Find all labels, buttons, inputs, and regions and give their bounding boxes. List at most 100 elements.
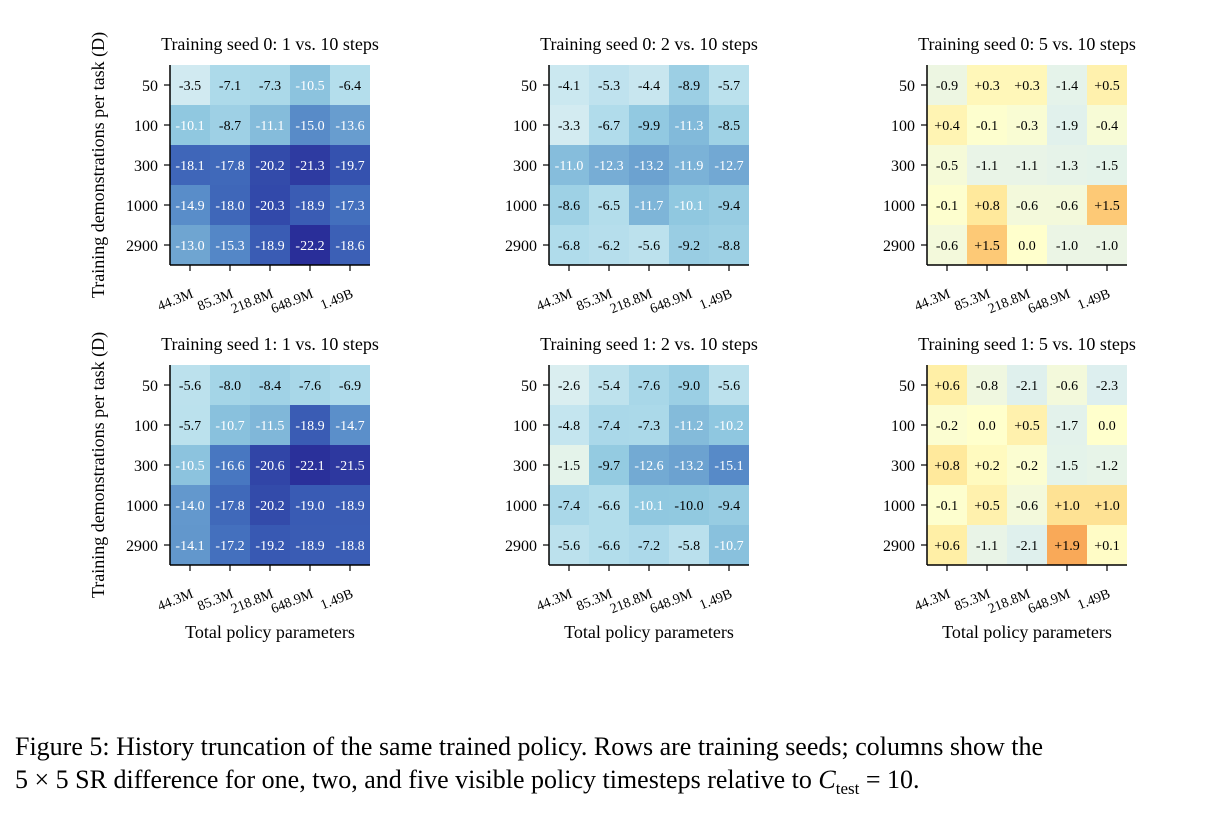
heatmap-cell: [669, 65, 709, 105]
heatmap-cell: [250, 525, 290, 565]
x-tick-label: 1.49B: [318, 587, 355, 614]
cell-value-label: -1.3: [1056, 159, 1078, 174]
cell-value-label: -1.0: [1056, 239, 1078, 254]
cell-value-label: -19.2: [255, 539, 284, 554]
cell-value-label: -6.5: [598, 199, 620, 214]
heatmap-cell: [669, 225, 709, 265]
cell-value-label: -6.6: [598, 539, 620, 554]
cell-value-label: -20.2: [255, 159, 284, 174]
heatmap-cell: [967, 365, 1007, 405]
heatmap-cell: [709, 105, 749, 145]
heatmap-cell: [170, 225, 210, 265]
heatmap-cell: [1047, 365, 1087, 405]
cell-value-label: -1.7: [1056, 419, 1078, 434]
cell-value-label: -18.8: [335, 539, 364, 554]
heatmap-cell: [589, 525, 629, 565]
heatmap-cell: [709, 185, 749, 225]
heatmap-cell: [290, 365, 330, 405]
cell-value-label: -13.2: [674, 459, 703, 474]
heatmap-cell: [1087, 445, 1127, 485]
y-tick-label: 2900: [883, 238, 915, 255]
y-axis-title: Training demonstrations per task (D): [88, 332, 109, 598]
x-tick-label: 44.3M: [913, 587, 953, 615]
cell-value-label: -5.6: [179, 379, 201, 394]
cell-value-label: -0.1: [936, 499, 958, 514]
cell-value-label: -0.3: [1016, 119, 1038, 134]
heatmap-cell: [927, 185, 967, 225]
heatmap-cell: [290, 485, 330, 525]
y-tick-label: 50: [521, 78, 537, 95]
caption-label: Figure 5:: [15, 732, 110, 761]
heatmap-cell: [709, 445, 749, 485]
cell-value-label: -18.0: [215, 199, 244, 214]
cell-value-label: -0.6: [1056, 379, 1078, 394]
cell-value-label: -9.4: [718, 199, 740, 214]
cell-value-label: -9.9: [638, 119, 660, 134]
cell-value-label: -1.4: [1056, 79, 1078, 94]
x-tick-label: 44.3M: [535, 287, 575, 315]
heatmap-cell: [290, 405, 330, 445]
heatmap-cell: [210, 525, 250, 565]
heatmap-cell: [250, 105, 290, 145]
caption-line-1: Figure 5: History truncation of the same…: [15, 730, 1210, 763]
heatmap-cell: [589, 225, 629, 265]
heatmap-cell: [210, 185, 250, 225]
cell-value-label: -0.6: [1016, 499, 1038, 514]
x-tick-label: 648.9M: [648, 287, 695, 318]
caption-math-var: C: [818, 765, 836, 794]
cell-value-label: +0.5: [1014, 419, 1039, 434]
caption-math-sub: test: [835, 779, 860, 799]
heatmap-cell: [967, 65, 1007, 105]
cell-value-label: -0.1: [936, 199, 958, 214]
heatmap-cell: [1007, 105, 1047, 145]
heatmap-cell: [927, 365, 967, 405]
heatmap-cell: [1087, 365, 1127, 405]
heatmap-cell: [250, 365, 290, 405]
cell-value-label: -0.8: [976, 379, 998, 394]
heatmap-cell: [967, 225, 1007, 265]
cell-value-label: -8.7: [219, 119, 241, 134]
x-tick-label: 648.9M: [648, 587, 695, 618]
x-tick-label: 1.49B: [1076, 587, 1113, 614]
cell-value-label: -11.2: [675, 419, 704, 434]
heatmap-cell: [330, 105, 370, 145]
panel-title: Training seed 0: 1 vs. 10 steps: [161, 34, 379, 54]
heatmap-cell: [589, 445, 629, 485]
x-tick-label: 85.3M: [953, 287, 993, 315]
heatmap-cell: [170, 525, 210, 565]
heatmap-cell: [1007, 65, 1047, 105]
heatmap-cell: [210, 65, 250, 105]
x-tick-label: 1.49B: [318, 287, 355, 314]
cell-value-label: -12.6: [634, 459, 663, 474]
cell-value-label: -1.1: [1016, 159, 1038, 174]
heatmap-cell: [250, 485, 290, 525]
heatmap-cell: [629, 185, 669, 225]
heatmap-cell: [629, 105, 669, 145]
cell-value-label: -0.6: [936, 239, 958, 254]
heatmap-cell: [709, 145, 749, 185]
heatmap-cell: [290, 65, 330, 105]
cell-value-label: -5.7: [179, 419, 201, 434]
heatmap-cell: [927, 225, 967, 265]
panel-title: Training seed 0: 2 vs. 10 steps: [540, 34, 758, 54]
heatmap-cell: [927, 105, 967, 145]
cell-value-label: -12.7: [714, 159, 743, 174]
cell-value-label: +0.3: [1014, 79, 1039, 94]
panel-title: Training seed 1: 2 vs. 10 steps: [540, 334, 758, 354]
y-tick-label: 300: [891, 158, 915, 175]
heatmap-cell: [927, 445, 967, 485]
cell-value-label: -1.9: [1056, 119, 1078, 134]
heatmap-cell: [629, 525, 669, 565]
cell-value-label: -17.3: [335, 199, 364, 214]
heatmap-panel: Training seed 0: 5 vs. 10 steps -0.9 +0.3 +…: [883, 34, 1136, 317]
cell-value-label: -12.3: [594, 159, 623, 174]
heatmap-cell: [669, 445, 709, 485]
heatmap-cell: [549, 445, 589, 485]
x-tick-label: 218.8M: [986, 587, 1033, 618]
heatmap-cell: [1087, 105, 1127, 145]
heatmap-cell: [669, 485, 709, 525]
cell-value-label: -3.3: [558, 119, 580, 134]
panel-title: Training seed 0: 5 vs. 10 steps: [918, 34, 1136, 54]
cell-value-label: -7.1: [219, 79, 241, 94]
cell-value-label: +0.6: [934, 539, 959, 554]
